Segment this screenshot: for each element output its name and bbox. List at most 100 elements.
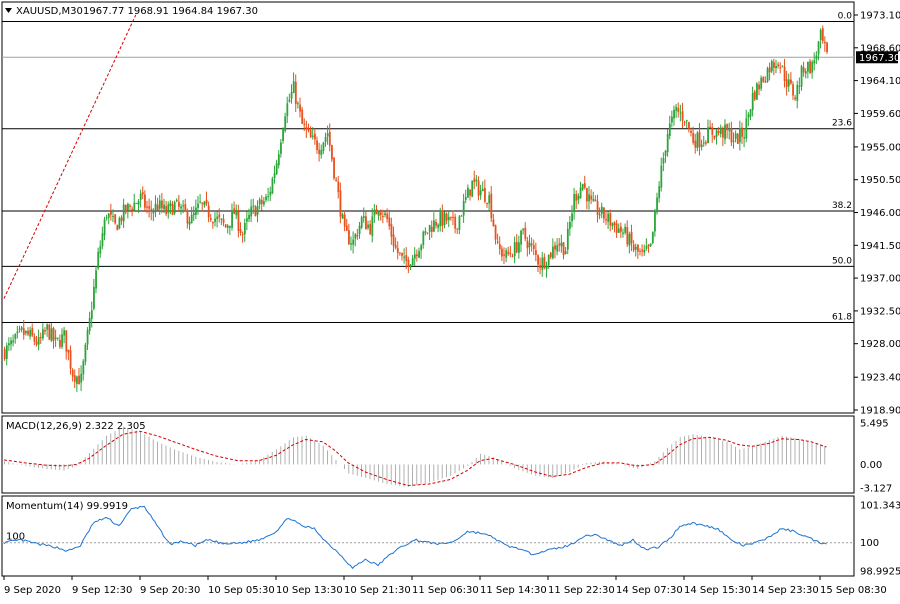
candle-body [27,330,29,335]
candle-body [579,187,582,199]
candle-body [246,218,248,222]
candle [809,58,811,74]
candle-body [169,202,172,206]
candle [199,194,202,204]
candle-body [490,193,493,219]
candle-body [67,349,70,353]
candle [394,237,397,250]
candle [131,206,134,217]
candle [787,73,790,92]
candle-body [660,165,663,188]
price-tick-label: 1950.50 [860,175,900,186]
candle-body [577,196,580,200]
candle [326,125,329,145]
candle [12,334,15,347]
macd-title: MACD(12,26,9) 2.322 2.305 [6,421,146,432]
candle [441,204,444,233]
trend-line[interactable] [3,14,137,299]
candle [488,191,491,211]
candle-body [203,201,206,206]
candle [248,208,250,223]
candle [760,75,763,92]
candle-body [275,163,278,174]
candle-body [127,203,129,211]
candle-body [679,112,682,114]
candle-body [250,206,253,217]
candle-body [433,220,435,232]
momentum-line [3,505,827,570]
candle-body [732,140,735,142]
candle-body [146,206,148,208]
candle-body [709,126,712,129]
candle [768,62,771,81]
candle [498,236,501,255]
candle-body [158,200,161,209]
candle-body [532,245,535,249]
time-tick-label: 9 Sep 2020 [4,585,61,596]
fib-level-label: 61.8 [832,313,852,323]
candle-body [454,216,457,229]
candle-body [318,149,321,155]
candle-body [777,64,780,67]
candle [86,327,89,351]
candle-body [488,195,491,204]
candle-body [37,337,40,345]
candle [796,80,799,109]
candle [745,109,748,143]
candle [33,333,36,346]
dropdown-arrow-icon[interactable] [5,8,12,13]
candle [471,180,474,198]
trend-line-segment[interactable] [3,14,137,299]
candle-body [173,202,176,214]
candle [331,144,333,162]
candle [783,58,786,88]
candle-body [649,243,652,246]
candle-body [190,214,193,224]
price-tick-label: 1968.60 [860,43,900,54]
candle-body [796,84,799,101]
candle [350,236,352,251]
candle [666,129,669,157]
candle [392,226,395,253]
candle [569,215,571,236]
candle-body [139,193,142,200]
candle-body [54,337,57,340]
candle [632,240,635,253]
candle [416,249,418,262]
candle-body [78,375,80,385]
candle [422,230,425,249]
candle-body [456,228,459,230]
candle-body [590,195,593,200]
candle [724,119,726,145]
candle-body [413,254,416,259]
candle-body [269,191,272,196]
candle-body [688,122,690,129]
candle-body [420,245,423,251]
candle-body [726,124,729,131]
candle [379,209,382,221]
candle-body [549,252,552,258]
candle [403,248,406,264]
candle-body [350,243,352,245]
candle-body [382,216,384,218]
candle-body [628,233,631,246]
candle-body [131,208,134,211]
candle-body [698,131,701,147]
candle [719,124,722,138]
candle [99,240,102,258]
candle-body [651,231,654,244]
candle [46,323,49,337]
candle [112,209,114,222]
candle [707,119,709,144]
candle-body [452,217,454,219]
candle-body [129,205,131,207]
candle-body [804,71,807,74]
candle-body [484,188,486,202]
candle [586,187,588,210]
candle-body [226,225,229,228]
candle-body [212,222,214,224]
candle-body [192,213,195,216]
candle-body [343,214,346,227]
candle [596,194,599,223]
